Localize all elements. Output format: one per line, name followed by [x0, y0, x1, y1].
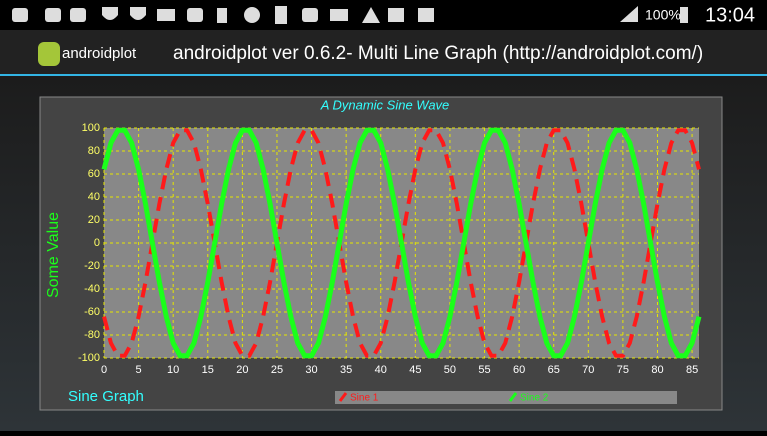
legend-label: Sine 1 — [350, 393, 379, 404]
chart-layer: -100 -80 -60 -40 -20 0 20 40 60 80 100 0 5 10 15 20 25 30… — [78, 122, 702, 404]
y-tick-label: 60 — [88, 168, 100, 180]
y-tick-label: 20 — [88, 214, 100, 226]
x-tick-label: 45 — [409, 364, 421, 376]
clock: 13:04 — [705, 4, 755, 26]
x-tick-label: 10 — [167, 364, 179, 376]
x-tick-label: 75 — [617, 364, 629, 376]
logo-text: androidplot — [62, 45, 137, 62]
legend-label: Sine 2 — [520, 393, 549, 404]
y-tick-label: 0 — [94, 237, 100, 249]
y-tick-label: 40 — [88, 191, 100, 203]
y-tick-label: -20 — [84, 260, 100, 272]
legend-swatch — [508, 392, 518, 402]
x-tick-label: 40 — [375, 364, 387, 376]
app-bar-divider — [0, 74, 767, 76]
app-title: androidplot ver 0.6.2- Multi Line Graph … — [173, 43, 703, 64]
y-tick-label: -80 — [84, 329, 100, 341]
x-tick-label: 65 — [548, 364, 560, 376]
y-tick-label: 80 — [88, 145, 100, 157]
x-tick-label: 30 — [305, 364, 317, 376]
legend — [335, 391, 677, 404]
logo-icon — [38, 42, 60, 66]
x-tick-label: 80 — [651, 364, 663, 376]
x-tick-label: 5 — [136, 364, 142, 376]
x-tick-label: 35 — [340, 364, 352, 376]
y-tick-label: 100 — [82, 122, 100, 134]
y-tick-label: -60 — [84, 306, 100, 318]
x-tick-label: 15 — [202, 364, 214, 376]
x-axis-label: Sine Graph — [68, 388, 144, 405]
status-bar — [0, 0, 767, 30]
chart-title: A Dynamic Sine Wave — [320, 97, 450, 112]
x-tick-label: 55 — [478, 364, 490, 376]
series-line — [101, 127, 702, 359]
x-tick-label: 70 — [582, 364, 594, 376]
x-tick-label: 50 — [444, 364, 456, 376]
status-icons — [12, 6, 688, 24]
x-tick-label: 25 — [271, 364, 283, 376]
x-tick-label: 0 — [101, 364, 107, 376]
y-axis-label: Some Value — [45, 212, 62, 298]
x-tick-label: 20 — [236, 364, 248, 376]
x-tick-label: 85 — [686, 364, 698, 376]
legend-swatch — [338, 392, 348, 402]
y-tick-label: -40 — [84, 283, 100, 295]
app-bar — [0, 30, 767, 75]
y-tick-label: -100 — [78, 352, 100, 364]
x-tick-label: 60 — [513, 364, 525, 376]
battery-text: 100% — [645, 7, 681, 23]
